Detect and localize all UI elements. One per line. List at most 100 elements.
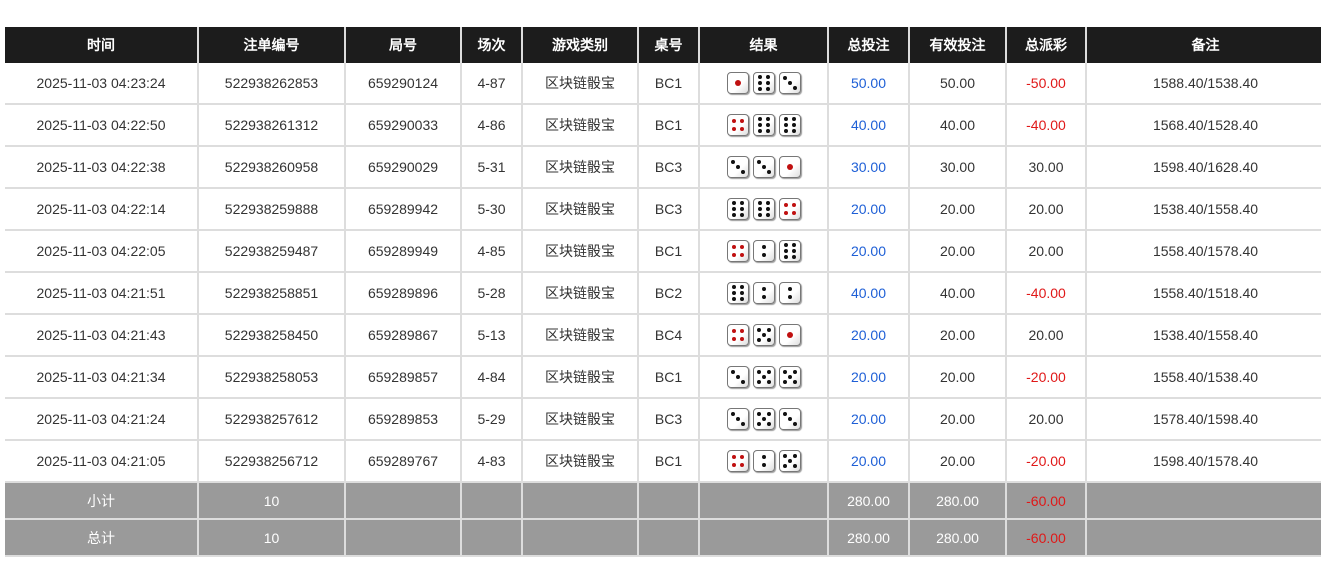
empty-cell xyxy=(461,519,523,557)
round-id-cell: 659289853 xyxy=(345,398,462,441)
time-cell: 2025-11-03 04:22:50 xyxy=(5,104,199,147)
summary-count: 10 xyxy=(198,482,346,520)
column-header: 有效投注 xyxy=(909,27,1007,63)
column-header: 时间 xyxy=(5,27,199,63)
summary-valid: 280.00 xyxy=(909,519,1007,557)
payout-cell: -20.00 xyxy=(1006,440,1087,483)
die-4-icon xyxy=(726,114,749,136)
payout-cell: 20.00 xyxy=(1006,188,1087,231)
valid-bet-cell: 20.00 xyxy=(909,314,1007,357)
order-id-cell: 522938258450 xyxy=(198,314,346,357)
order-id-cell: 522938262853 xyxy=(198,63,346,105)
total-bet-cell: 20.00 xyxy=(828,440,910,483)
die-3-icon xyxy=(778,408,801,430)
table-row: 2025-11-03 04:22:05 522938259487 659289949… xyxy=(5,230,1321,273)
summary-count: 10 xyxy=(198,519,346,557)
time-cell: 2025-11-03 04:21:05 xyxy=(5,440,199,483)
table-row: 2025-11-03 04:22:38 522938260958 659290029… xyxy=(5,146,1321,189)
die-6-icon xyxy=(778,240,801,262)
total-row: 总计 10 280.00 280.00 -60.00 xyxy=(5,519,1321,557)
die-3-icon xyxy=(778,72,801,94)
note-cell: 1538.40/1558.40 xyxy=(1086,188,1321,231)
column-header: 局号 xyxy=(345,27,462,63)
session-cell: 5-13 xyxy=(461,314,523,357)
empty-cell xyxy=(1086,519,1321,557)
die-1-icon xyxy=(726,72,749,94)
session-cell: 5-29 xyxy=(461,398,523,441)
order-id-cell: 522938259487 xyxy=(198,230,346,273)
column-header: 场次 xyxy=(461,27,523,63)
note-cell: 1558.40/1518.40 xyxy=(1086,272,1321,315)
payout-cell: -40.00 xyxy=(1006,272,1087,315)
column-header: 备注 xyxy=(1086,27,1321,63)
note-cell: 1598.40/1628.40 xyxy=(1086,146,1321,189)
payout-cell: -40.00 xyxy=(1006,104,1087,147)
valid-bet-cell: 20.00 xyxy=(909,356,1007,399)
total-bet-cell: 30.00 xyxy=(828,146,910,189)
summary-valid: 280.00 xyxy=(909,482,1007,520)
die-6-icon xyxy=(752,72,775,94)
game-type-cell: 区块链骰宝 xyxy=(522,230,639,273)
order-id-cell: 522938258851 xyxy=(198,272,346,315)
game-type-cell: 区块链骰宝 xyxy=(522,356,639,399)
result-dice-cell xyxy=(699,188,829,231)
note-cell: 1588.40/1538.40 xyxy=(1086,63,1321,105)
valid-bet-cell: 30.00 xyxy=(909,146,1007,189)
die-5-icon xyxy=(752,366,775,388)
result-dice-cell xyxy=(699,356,829,399)
time-cell: 2025-11-03 04:22:38 xyxy=(5,146,199,189)
result-dice-cell xyxy=(699,104,829,147)
valid-bet-cell: 40.00 xyxy=(909,104,1007,147)
total-bet-cell: 20.00 xyxy=(828,188,910,231)
round-id-cell: 659289767 xyxy=(345,440,462,483)
round-id-cell: 659290033 xyxy=(345,104,462,147)
time-cell: 2025-11-03 04:23:24 xyxy=(5,63,199,105)
note-cell: 1578.40/1598.40 xyxy=(1086,398,1321,441)
column-header: 总投注 xyxy=(828,27,910,63)
order-id-cell: 522938257612 xyxy=(198,398,346,441)
session-cell: 5-31 xyxy=(461,146,523,189)
die-6-icon xyxy=(726,198,749,220)
summary-bet: 280.00 xyxy=(828,482,910,520)
game-type-cell: 区块链骰宝 xyxy=(522,104,639,147)
summary-label: 小计 xyxy=(5,482,199,520)
die-2-icon xyxy=(752,450,775,472)
note-cell: 1558.40/1538.40 xyxy=(1086,356,1321,399)
table-row: 2025-11-03 04:21:05 522938256712 659289767… xyxy=(5,440,1321,483)
game-type-cell: 区块链骰宝 xyxy=(522,63,639,105)
time-cell: 2025-11-03 04:21:34 xyxy=(5,356,199,399)
total-bet-cell: 20.00 xyxy=(828,356,910,399)
empty-cell xyxy=(345,482,462,520)
table-id-cell: BC3 xyxy=(638,188,700,231)
die-3-icon xyxy=(726,366,749,388)
table-row: 2025-11-03 04:21:34 522938258053 659289857… xyxy=(5,356,1321,399)
summary-payout: -60.00 xyxy=(1006,519,1087,557)
valid-bet-cell: 20.00 xyxy=(909,188,1007,231)
payout-cell: 20.00 xyxy=(1006,398,1087,441)
table-row: 2025-11-03 04:21:43 522938258450 659289867… xyxy=(5,314,1321,357)
total-bet-cell: 20.00 xyxy=(828,398,910,441)
round-id-cell: 659290124 xyxy=(345,63,462,105)
time-cell: 2025-11-03 04:21:51 xyxy=(5,272,199,315)
time-cell: 2025-11-03 04:21:24 xyxy=(5,398,199,441)
table-row: 2025-11-03 04:21:51 522938258851 659289896… xyxy=(5,272,1321,315)
die-4-icon xyxy=(726,324,749,346)
subtotal-row: 小计 10 280.00 280.00 -60.00 xyxy=(5,482,1321,520)
summary-label: 总计 xyxy=(5,519,199,557)
empty-cell xyxy=(522,482,639,520)
summary-payout: -60.00 xyxy=(1006,482,1087,520)
payout-cell: 20.00 xyxy=(1006,314,1087,357)
valid-bet-cell: 40.00 xyxy=(909,272,1007,315)
time-cell: 2025-11-03 04:21:43 xyxy=(5,314,199,357)
die-2-icon xyxy=(778,282,801,304)
total-bet-cell: 40.00 xyxy=(828,272,910,315)
round-id-cell: 659289949 xyxy=(345,230,462,273)
column-header: 结果 xyxy=(699,27,829,63)
column-header: 游戏类别 xyxy=(522,27,639,63)
empty-cell xyxy=(461,482,523,520)
payout-cell: -20.00 xyxy=(1006,356,1087,399)
die-3-icon xyxy=(726,408,749,430)
column-header: 注单编号 xyxy=(198,27,346,63)
column-header: 总派彩 xyxy=(1006,27,1087,63)
table-id-cell: BC3 xyxy=(638,398,700,441)
